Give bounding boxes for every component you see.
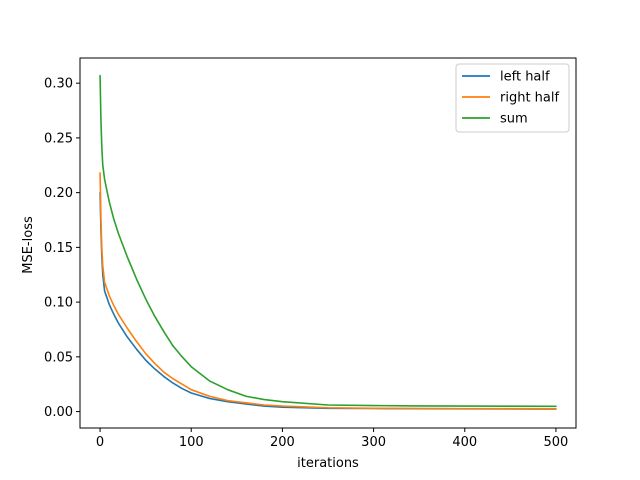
x-tick-label: 400 [452,435,477,450]
x-tick-label: 200 [270,435,295,450]
legend: left half right half sum [455,63,570,133]
x-tick-label: 500 [544,435,569,450]
x-axis: 0 100 200 300 400 500 [96,428,568,450]
y-tick-label: 0.20 [44,186,73,201]
x-axis-label: iterations [297,456,359,471]
x-tick-label: 0 [96,435,104,450]
y-axis: 0.00 0.05 0.10 0.15 0.20 0.25 0.30 [44,77,80,420]
series-line-right-half [99,172,557,410]
x-tick-label: 300 [361,435,386,450]
y-tick-label: 0.00 [44,405,73,420]
y-tick-label: 0.05 [44,350,73,365]
legend-box [455,63,570,133]
y-tick-label: 0.10 [44,296,73,311]
y-tick-label: 0.15 [44,241,73,256]
plot-frame [79,57,577,429]
series-line-sum [99,74,557,408]
legend-entry: left half [500,70,550,85]
y-tick-label: 0.30 [44,77,73,92]
y-axis-label: MSE-loss [21,216,36,274]
legend-entry: right half [500,91,559,106]
y-tick-label: 0.25 [44,131,73,146]
x-tick-label: 100 [179,435,204,450]
legend-entry: sum [500,112,528,127]
